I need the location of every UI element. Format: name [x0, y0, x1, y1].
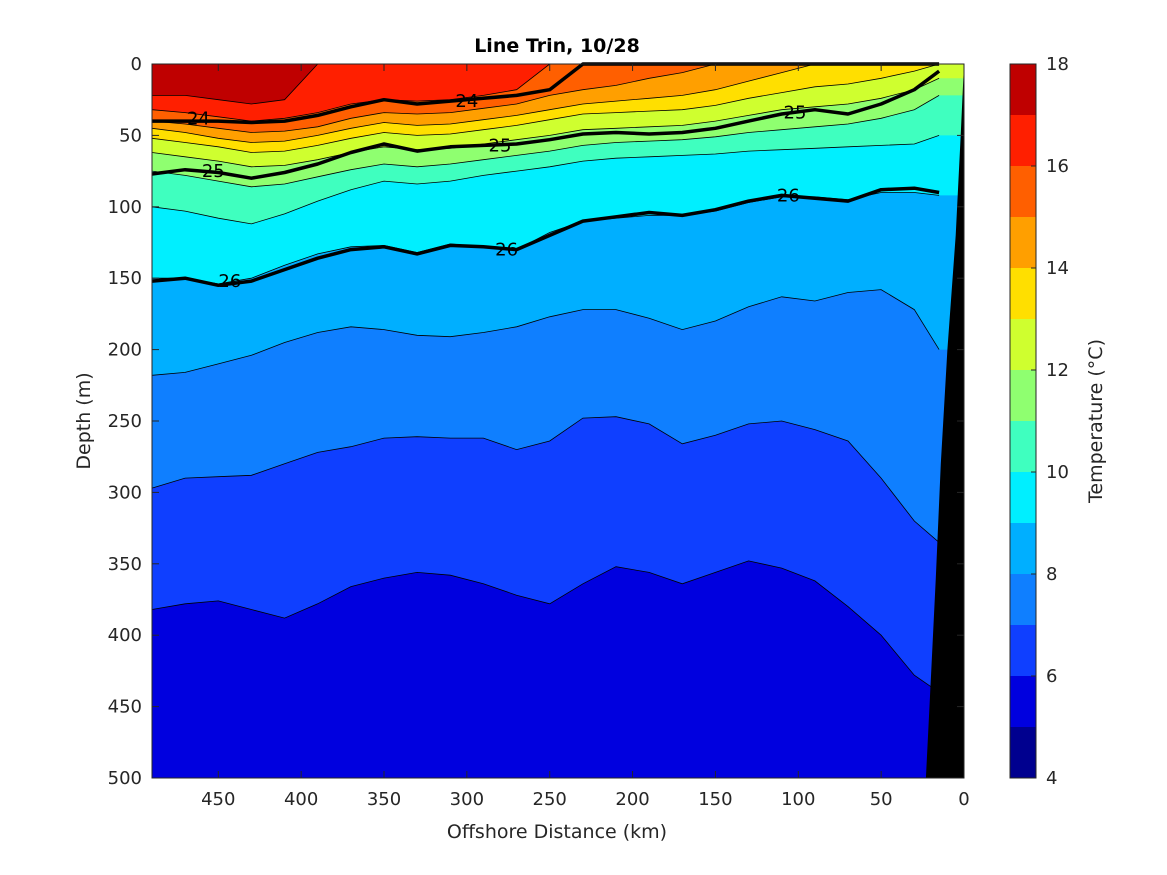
colorbar-band-17-18 — [1010, 64, 1036, 115]
colorbar-tick-label: 4 — [1046, 768, 1057, 789]
isotherm-line-8 — [151, 289, 940, 376]
colorbar-band-9-10 — [1010, 472, 1036, 523]
contour-label-group: 26 — [495, 240, 518, 261]
isotherm-line-10 — [151, 135, 940, 225]
x-tick-label: 450 — [201, 789, 235, 810]
contour-label: 24 — [187, 108, 210, 129]
temperature-fill-layer — [152, 64, 964, 778]
colorbar-tick-label: 8 — [1046, 564, 1057, 585]
colorbar-band-10-11 — [1010, 421, 1036, 472]
colorbar-band-4-5 — [1010, 727, 1036, 778]
contour-label: 24 — [455, 91, 478, 112]
colorbar-tick-label: 6 — [1046, 666, 1057, 687]
x-tick-label: 250 — [533, 789, 567, 810]
colorbar-tick-label: 16 — [1046, 156, 1069, 177]
continental-slope — [925, 64, 964, 778]
y-tick-label: 350 — [108, 554, 142, 575]
contour-label-group: 24 — [455, 91, 478, 112]
y-tick-label: 50 — [119, 125, 142, 146]
x-tick-label: 400 — [284, 789, 318, 810]
colorbar-band-16-17 — [1010, 115, 1036, 166]
x-tick-label: 0 — [958, 789, 969, 810]
x-tick-label: 50 — [870, 789, 893, 810]
colorbar-band-8-9 — [1010, 523, 1036, 574]
colorbar-tick-label: 12 — [1046, 360, 1069, 381]
x-tick-label: 150 — [698, 789, 732, 810]
contour-label-group: 26 — [777, 185, 800, 206]
y-tick-label: 400 — [108, 625, 142, 646]
x-tick-label: 200 — [615, 789, 649, 810]
y-tick-label: 450 — [108, 697, 142, 718]
x-tick-label: 100 — [781, 789, 815, 810]
contour-label: 26 — [495, 240, 518, 261]
colorbar-band-11-12 — [1010, 370, 1036, 421]
colorbar-tick-label: 14 — [1046, 258, 1069, 279]
isotherm-line-7 — [151, 416, 940, 543]
contour-label-group: 25 — [202, 161, 225, 182]
colorbar-tick-label: 10 — [1046, 462, 1069, 483]
contour-label: 26 — [777, 185, 800, 206]
x-tick-label: 350 — [367, 789, 401, 810]
colorbar-frame — [1009, 63, 1037, 779]
y-tick-label: 100 — [108, 197, 142, 218]
y-axis-label: Depth (m) — [73, 372, 95, 469]
x-axis-label: Offshore Distance (km) — [447, 821, 667, 843]
contour-label: 26 — [218, 271, 241, 292]
colorbar-label: Temperature (°C) — [1085, 339, 1107, 504]
y-tick-label: 200 — [108, 340, 142, 361]
contour-label: 25 — [202, 161, 225, 182]
isotherm-line-6 — [151, 560, 940, 693]
y-tick-label: 300 — [108, 482, 142, 503]
temperature-band-16-17 — [152, 64, 964, 122]
colorbar-band-15-16 — [1010, 166, 1036, 217]
temperature-band-17-18 — [152, 64, 964, 104]
y-tick-label: 500 — [108, 768, 142, 789]
colorbar-band-6-7 — [1010, 625, 1036, 676]
y-tick-label: 0 — [131, 54, 142, 75]
contour-label-group: 24 — [187, 108, 210, 129]
colorbar-band-5-6 — [1010, 676, 1036, 727]
colorbar-tick-label: 18 — [1046, 54, 1069, 75]
isotherm-line-12 — [151, 77, 940, 168]
contour-label: 25 — [784, 103, 807, 124]
x-tick-label: 300 — [450, 789, 484, 810]
density-contour-26 — [151, 186, 940, 288]
colorbar-band-7-8 — [1010, 574, 1036, 625]
colorbar-band-13-14 — [1010, 268, 1036, 319]
contour-label-group: 25 — [489, 135, 512, 156]
contour-label-group: 25 — [784, 103, 807, 124]
density-contour-25 — [151, 69, 941, 180]
colorbar-band-12-13 — [1010, 319, 1036, 370]
axes-layer: 450 400 350 300 250 200 150 100 50 00501001502002… — [108, 54, 970, 810]
isotherm-line-13 — [151, 63, 940, 153]
isotherm-line-11 — [151, 95, 940, 188]
contour-label-group: 26 — [218, 271, 241, 292]
y-tick-label: 250 — [108, 411, 142, 432]
contour-label: 25 — [489, 135, 512, 156]
chart-title: Line Trin, 10/28 — [474, 35, 640, 57]
colorbar-band-14-15 — [1010, 217, 1036, 268]
colorbar: 4 6 8 10 12 14 16 18 — [1009, 54, 1069, 789]
y-tick-label: 150 — [108, 268, 142, 289]
contour-label-layer: 24 24 25 25 25 26 26 26 — [187, 91, 807, 292]
continental-slope-layer — [925, 64, 964, 778]
